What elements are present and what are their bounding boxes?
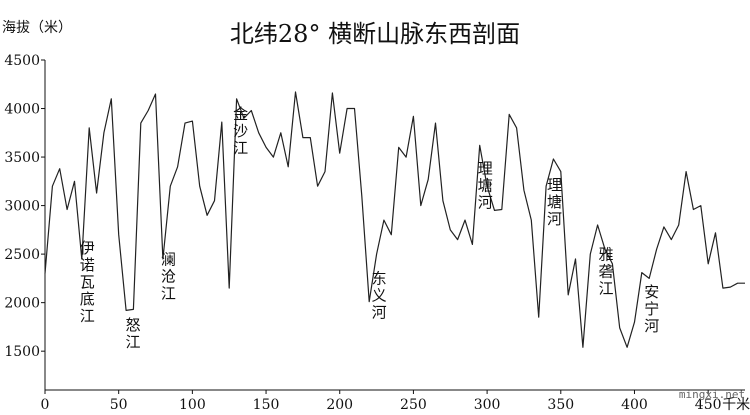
x-tick-label: 100	[179, 397, 206, 413]
x-tick-label: 0	[41, 397, 50, 413]
y-tick-label: 2000	[4, 296, 40, 312]
river-label: 雅砻江	[599, 246, 614, 298]
x-tick-label: 50	[110, 397, 128, 413]
x-axis-unit: 千米	[722, 397, 750, 413]
x-tick-label: 300	[474, 397, 501, 413]
river-label: 理塘河	[478, 160, 493, 212]
x-tick-label: 400	[621, 397, 648, 413]
y-tick-label: 3000	[4, 199, 40, 215]
y-axis-label: 海拔（米）	[2, 20, 72, 36]
river-label: 伊诺瓦底江	[80, 239, 95, 325]
tick-labels: 1500 2000 2500 3000 3500 4000 4500 0 50 100 150 200…	[4, 53, 750, 413]
x-tick-label: 450	[695, 397, 722, 413]
chart-title: 北纬28° 横断山脉东西剖面	[230, 20, 520, 48]
x-tick-label: 150	[253, 397, 280, 413]
river-labels: 伊诺瓦底江怒江 澜沧江 金沙江东义河 理塘河 理塘河雅砻江安宁河	[80, 105, 659, 351]
river-label: 澜沧江	[161, 250, 176, 302]
river-label: 怒江	[125, 316, 140, 351]
y-tick-label: 4000	[4, 102, 40, 118]
y-tick-label: 3500	[4, 150, 40, 166]
x-tick-label: 200	[326, 397, 353, 413]
river-label: 金沙江	[233, 105, 248, 157]
y-tick-label: 4500	[4, 53, 40, 69]
x-tick-label: 250	[400, 397, 427, 413]
y-tick-label: 2500	[4, 247, 40, 263]
river-label: 东义河	[372, 270, 387, 322]
river-label: 理塘河	[547, 176, 562, 228]
x-tick-label: 350	[547, 397, 574, 413]
axes	[41, 59, 745, 394]
watermark: mingxi.net	[679, 388, 745, 401]
y-tick-label: 1500	[4, 344, 40, 360]
river-label: 安宁河	[644, 283, 659, 335]
elevation-profile-line	[44, 91, 745, 348]
